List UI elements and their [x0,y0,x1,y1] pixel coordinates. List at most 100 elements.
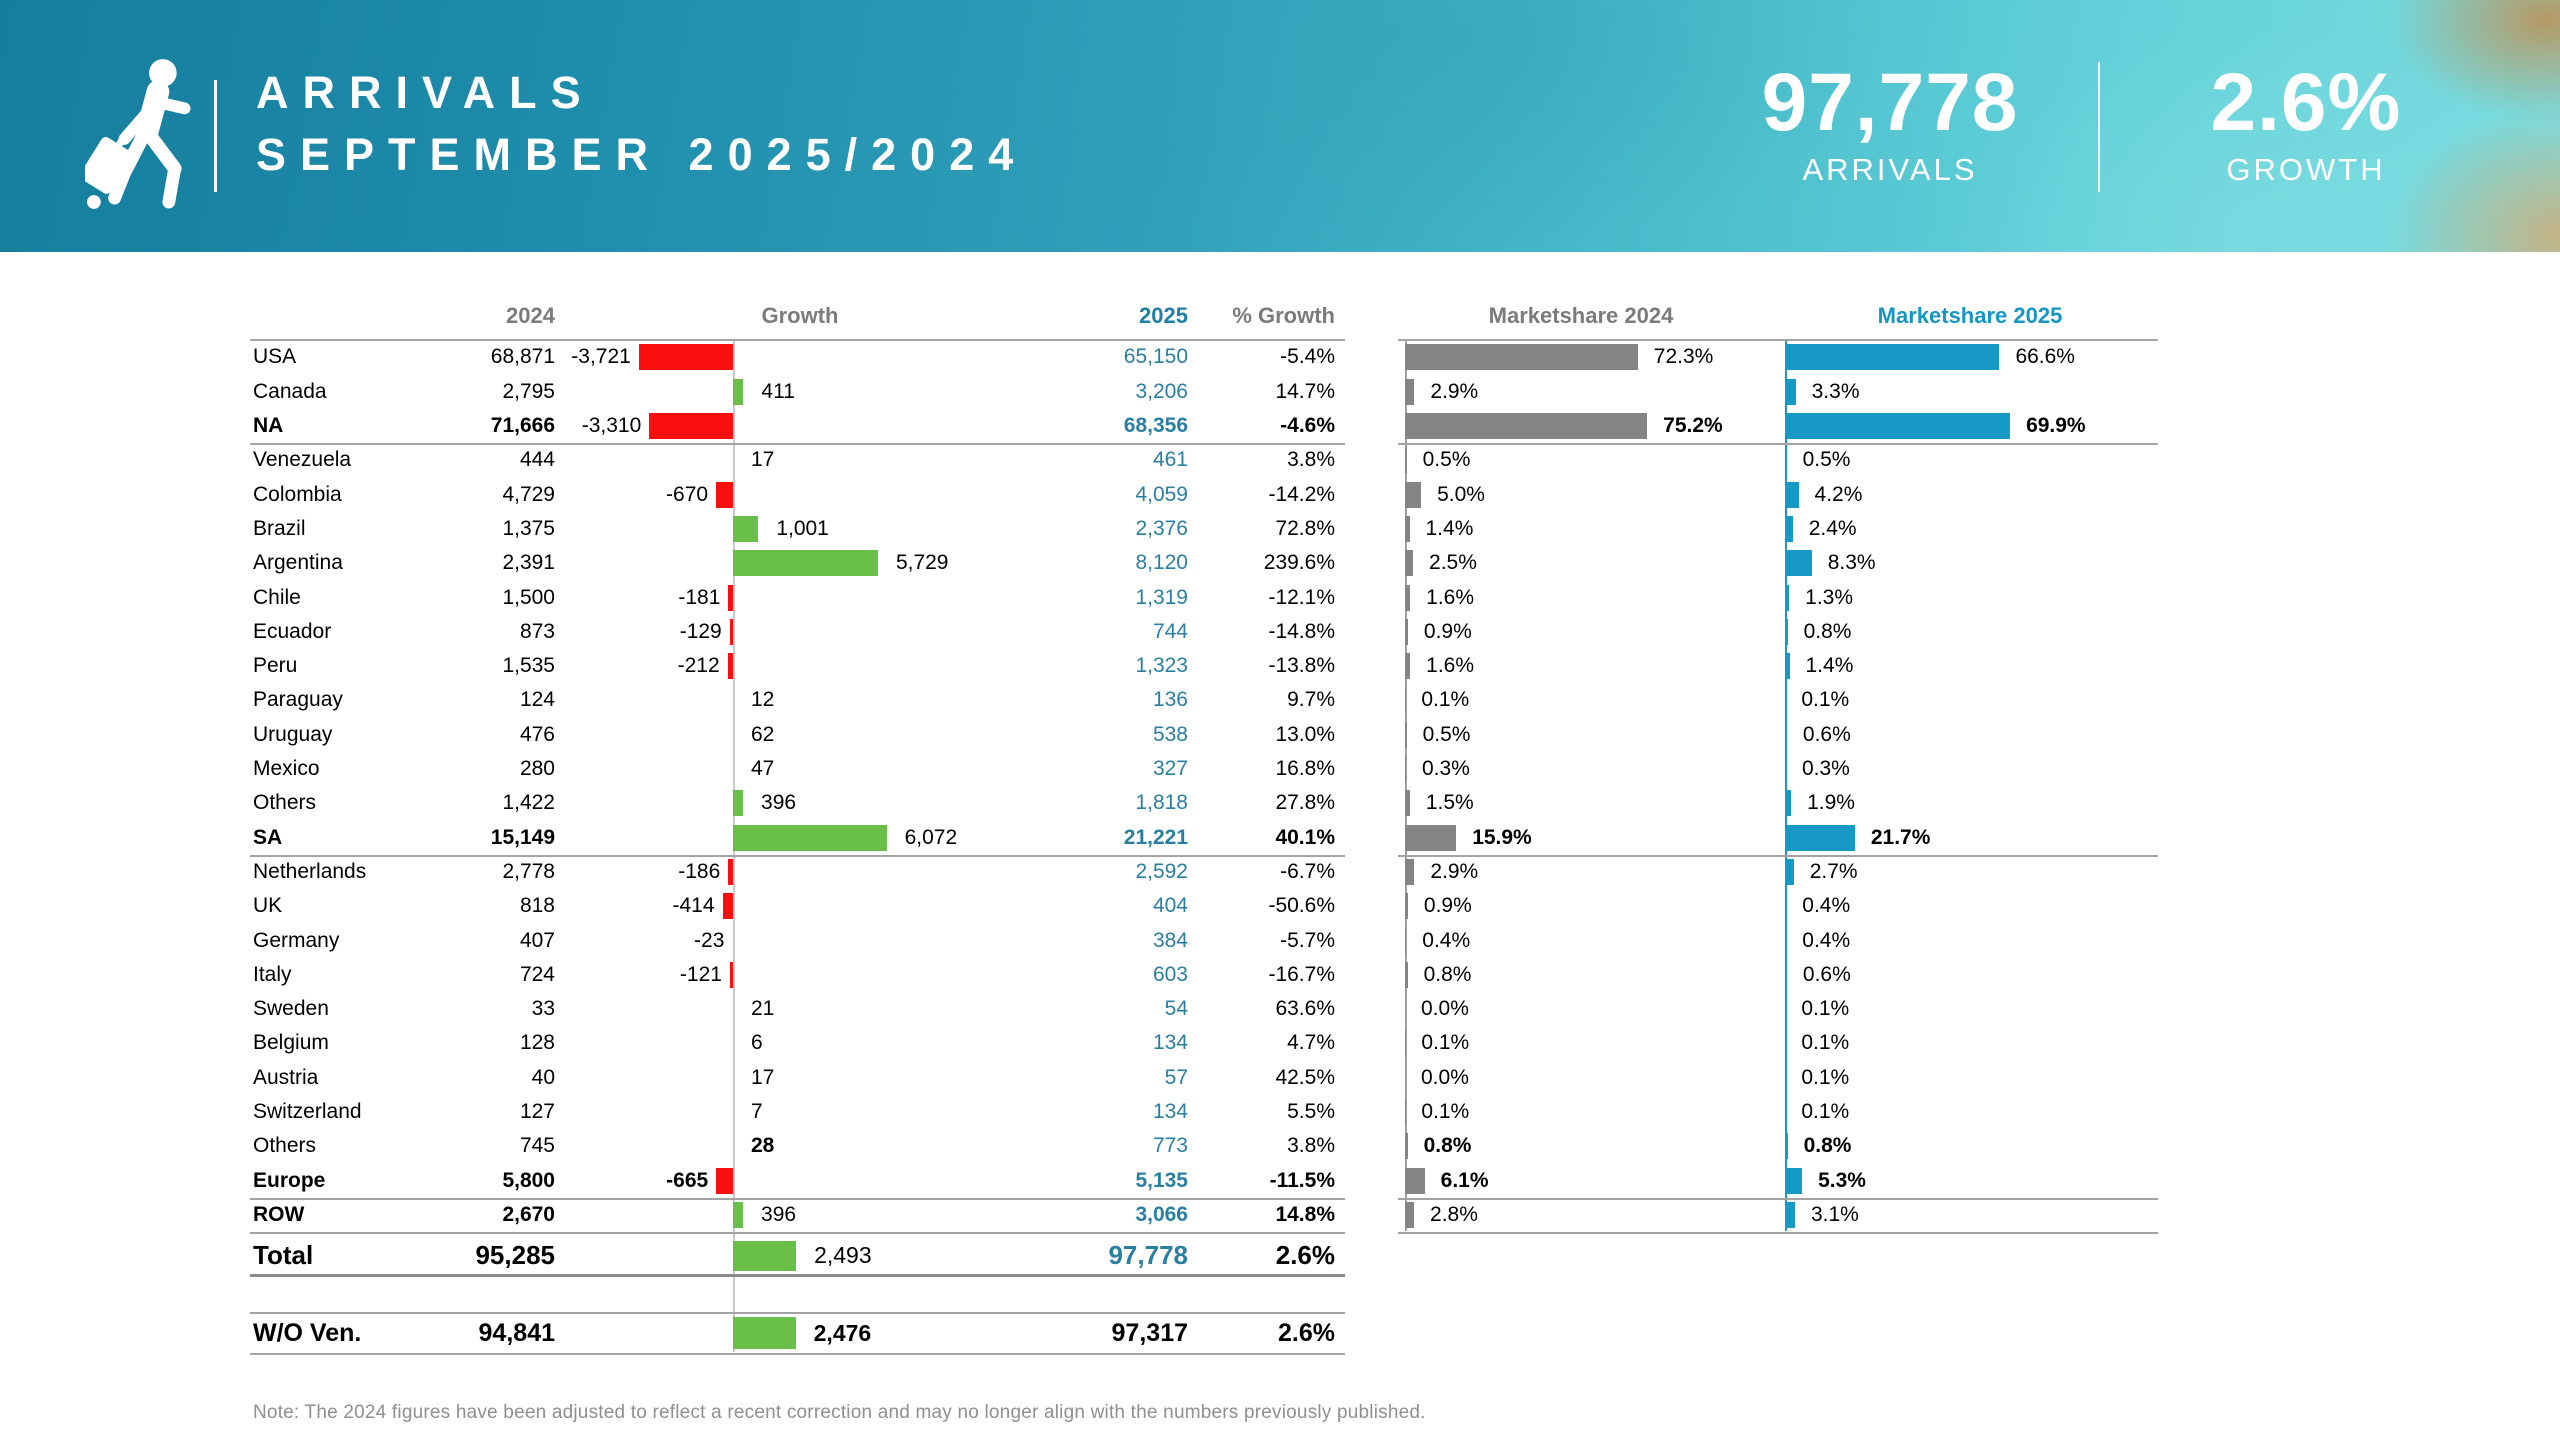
column-header-marketshare-2024: Marketshare 2024 [1488,303,1674,328]
pct-growth: 3.8% [1287,1134,1335,1158]
growth-label: -3,721 [571,345,631,369]
footnote: Note: The 2024 figures have been adjuste… [253,1402,1426,1423]
pct-growth: 63.6% [1275,997,1335,1021]
value-2024: 40 [531,1065,555,1089]
table-row: UK 818 -414 404 -50.6% 0.9% 0.4% [250,889,2158,923]
header-divider [214,80,217,192]
column-header-marketshare-2025: Marketshare 2025 [1877,303,2063,328]
marketshare-2024-bar [1405,481,1422,508]
marketshare-2025-label: 0.1% [1801,1100,1850,1124]
marketshare-2024-label: 1.5% [1425,791,1474,815]
growth-label: 6,072 [904,825,958,849]
marketshare-2024-label: 0.9% [1423,619,1472,643]
marketshare-2024-bar [1405,721,1407,748]
row-label: Total [253,1240,314,1270]
growth-bar [733,1317,796,1349]
table-row: SA 15,149 6,072 21,221 40.1% 15.9% 21.7% [250,821,2158,855]
marketshare-2025-bar [1785,721,1787,748]
marketshare-2024-label: 6.1% [1440,1168,1489,1192]
row-label: Germany [253,928,340,952]
marketshare-2025-label: 0.1% [1801,1031,1850,1055]
value-2024: 4,729 [502,482,555,506]
table-row: Ecuador 873 -129 744 -14.8% 0.9% 0.8% [250,615,2158,649]
table-row: Uruguay 476 62 538 13.0% 0.5% 0.6% [250,718,2158,752]
growth-label: 62 [751,722,775,746]
growth-bar [716,1167,733,1194]
pct-growth: 16.8% [1275,757,1335,781]
table-row: Canada 2,795 411 3,206 14.7% 2.9% 3.3% [250,375,2158,409]
pct-growth: 40.1% [1275,825,1335,849]
marketshare-2024-label: 0.5% [1422,448,1471,472]
value-2024: 444 [519,448,555,472]
growth-bar [733,790,744,817]
table-row: Netherlands 2,778 -186 2,592 -6.7% 2.9% 2.7% [250,855,2158,889]
marketshare-2025-bar [1785,344,2000,371]
marketshare-2025-bar [1785,824,1855,851]
marketshare-2024-label: 0.3% [1421,757,1470,781]
marketshare-2024-label: 0.1% [1421,1100,1470,1124]
value-2025: 327 [1152,757,1188,781]
value-2024: 407 [519,928,555,952]
marketshare-2024-bar [1405,1133,1408,1160]
growth-label: 6 [751,1031,763,1055]
value-2025: 1,818 [1135,791,1188,815]
growth-bar [733,1240,797,1271]
separator-line [250,1197,1345,1200]
separator-line [250,1312,1345,1314]
marketshare-2024-bar [1405,961,1408,988]
value-2024: 5,800 [502,1168,555,1192]
growth-label: 2,493 [814,1242,872,1268]
marketshare-2025-bar [1785,653,1790,680]
stat-growth-value: 2.6% [2210,57,2402,148]
value-2025: 1,323 [1135,654,1188,678]
stat-growth-label: GROWTH [2226,152,2386,187]
row-label: Ecuador [253,619,332,643]
pct-growth: 3.8% [1287,448,1335,472]
growth-label: -181 [678,585,721,609]
marketshare-2025-label: 1.4% [1805,654,1854,678]
row-label: Canada [253,379,327,403]
table-row: NA 71,666 -3,310 68,356 -4.6% 75.2% 69.9% [250,409,2158,443]
value-2024: 1,535 [502,654,555,678]
title-line-1: ARRIVALS [256,67,595,118]
marketshare-2025-bar [1785,378,1796,405]
marketshare-2024-bar [1405,1201,1415,1228]
growth-label: 396 [761,1202,797,1226]
marketshare-2025-label: 3.3% [1811,379,1860,403]
marketshare-2024-label: 0.8% [1423,1134,1472,1158]
separator-line [250,339,1345,341]
growth-label: -23 [694,928,725,952]
value-2024: 2,670 [502,1202,555,1226]
pct-growth: 5.5% [1287,1100,1335,1124]
header-banner: ARRIVALS SEPTEMBER 2025/2024 97,778 ARRI… [0,0,2560,252]
marketshare-2025-label: 66.6% [2015,345,2075,369]
pct-growth: 2.6% [1278,1318,1335,1347]
value-2025: 1,319 [1135,585,1188,609]
value-2025: 5,135 [1135,1168,1188,1192]
value-2025: 538 [1152,722,1188,746]
pct-growth: -14.8% [1268,619,1335,643]
row-label: Switzerland [253,1100,362,1124]
marketshare-2025-bar [1785,893,1787,920]
growth-label: 28 [751,1134,775,1158]
value-2025: 773 [1152,1134,1188,1158]
marketshare-2024-label: 0.4% [1422,928,1471,952]
marketshare-2025-label: 69.9% [2026,414,2086,438]
report-title: ARRIVALS SEPTEMBER 2025/2024 [256,62,1027,186]
growth-label: 411 [761,379,795,403]
value-2025: 744 [1152,619,1188,643]
marketshare-2025-bar [1785,618,1788,645]
marketshare-2024-bar [1405,858,1415,885]
pct-growth: 13.0% [1275,722,1335,746]
marketshare-2024-label: 2.5% [1429,551,1477,575]
marketshare-2025-label: 0.3% [1801,757,1850,781]
traveler-logo-icon [85,59,191,209]
stat-arrivals-label: ARRIVALS [1802,152,1978,187]
marketshare-2024-bar [1405,515,1410,542]
growth-label: -665 [666,1168,709,1192]
row-label: Colombia [253,482,342,506]
growth-label: 2,476 [813,1319,872,1346]
value-2025: 404 [1152,894,1188,918]
marketshare-2025-label: 0.8% [1803,1134,1852,1158]
value-2025: 57 [1164,1065,1188,1089]
